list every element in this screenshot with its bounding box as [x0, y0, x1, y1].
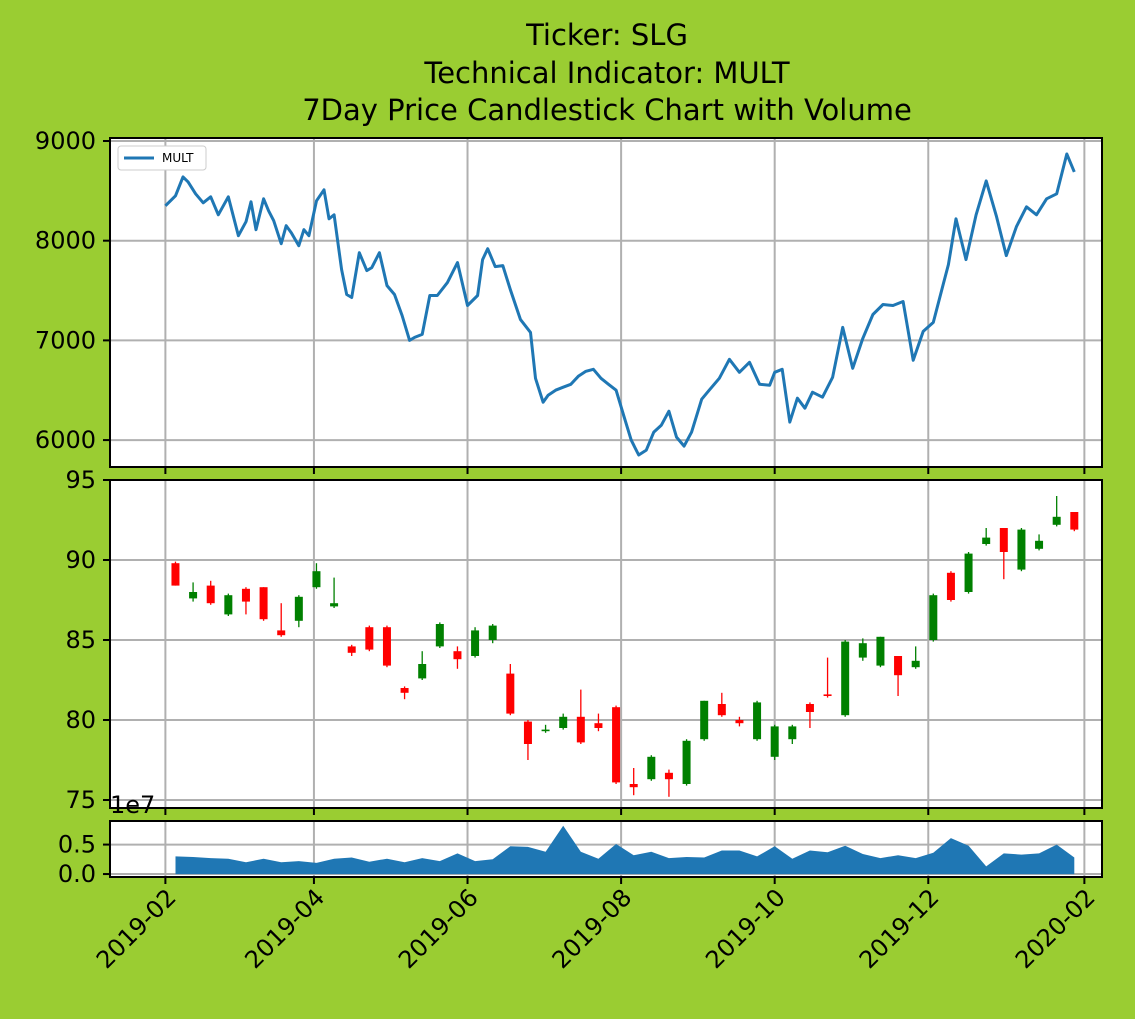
candlestick-frame	[109, 479, 1103, 809]
candle-body	[171, 563, 180, 586]
candle-body	[612, 707, 621, 783]
indicator-grid	[110, 138, 1102, 467]
chart-title: Ticker: SLG Technical Indicator: MULT 7D…	[302, 18, 912, 127]
y-tick-label: 0.0	[58, 860, 96, 888]
candle-body	[629, 784, 638, 788]
y-tick-label: 6000	[35, 426, 96, 454]
x-tick-label: 2019-12	[854, 883, 945, 974]
candle-body	[1035, 540, 1044, 549]
candle-body	[858, 643, 867, 658]
legend-label: MULT	[162, 151, 194, 165]
candle-body	[717, 704, 726, 716]
candle-body	[1070, 512, 1079, 530]
indicator-panel: 6000 7000 8000 9000 MULT	[35, 127, 1103, 468]
candle-body	[1052, 516, 1061, 525]
candle-body	[506, 673, 515, 714]
candle-body	[312, 571, 321, 588]
x-tick-label: 2019-10	[700, 883, 791, 974]
candle-body	[647, 756, 656, 780]
candle-body	[823, 694, 832, 696]
candle-body	[876, 636, 885, 666]
candle-body	[682, 740, 691, 784]
x-tick-label: 2019-02	[91, 883, 182, 974]
candle-body	[453, 651, 462, 660]
volume-offset-label: 1e7	[110, 791, 155, 819]
candle-body	[788, 726, 797, 740]
y-tick-label: 0.5	[58, 831, 96, 859]
candle-body	[982, 537, 991, 544]
candle-body	[770, 726, 779, 757]
candle-body	[189, 592, 198, 599]
chart-title-line-1: Ticker: SLG	[525, 18, 688, 52]
candle-body	[471, 630, 480, 656]
volume-series-area	[175, 825, 1075, 875]
legend-box	[117, 145, 207, 171]
y-tick-label: 80	[65, 706, 96, 734]
y-tick-label: 75	[65, 786, 96, 814]
candle-body	[700, 700, 709, 740]
indicator-y-ticks: 6000 7000 8000 9000	[35, 127, 110, 454]
candle-body	[929, 595, 938, 640]
candle-body	[894, 656, 903, 676]
indicator-series-line	[164, 152, 1076, 457]
candlestick-plot-area	[110, 480, 1102, 808]
candle-body	[330, 603, 339, 607]
volume-frame	[109, 820, 1103, 878]
candle-body	[241, 588, 250, 602]
candle-body	[382, 627, 391, 666]
candle-body	[1017, 529, 1026, 570]
candle-body	[559, 716, 568, 728]
x-tick-label: 2019-06	[393, 883, 484, 974]
y-tick-label: 90	[65, 546, 96, 574]
candle-body	[206, 585, 215, 604]
candle-body	[435, 624, 444, 647]
y-tick-label: 95	[65, 466, 96, 494]
y-tick-label: 7000	[35, 326, 96, 354]
chart-title-line-3: 7Day Price Candlestick Chart with Volume	[302, 93, 912, 127]
y-tick-label: 8000	[35, 227, 96, 255]
x-tick-label: 2019-04	[239, 883, 330, 974]
y-tick-label: 9000	[35, 127, 96, 155]
candle-body	[594, 723, 603, 728]
candle-body	[753, 702, 762, 740]
candle-body	[541, 729, 550, 732]
candle-body	[946, 572, 955, 600]
indicator-frame	[109, 137, 1103, 468]
indicator-plot-area	[110, 138, 1102, 467]
y-tick-label: 85	[65, 626, 96, 654]
candle-body	[964, 553, 973, 592]
candle-body	[735, 720, 744, 724]
candlestick-series	[171, 496, 1079, 797]
x-tick-label: 2020-02	[1010, 883, 1101, 974]
candlestick-panel: 75 80 85 90 95	[65, 466, 1103, 814]
candle-body	[224, 595, 233, 615]
chart-title-line-2: Technical Indicator: MULT	[423, 56, 789, 90]
candlestick-y-ticks: 75 80 85 90 95	[65, 466, 110, 814]
x-tick-label: 2019-08	[547, 883, 638, 974]
candle-body	[576, 716, 585, 743]
candle-body	[365, 627, 374, 650]
candle-body	[911, 660, 920, 668]
candle-body	[664, 772, 673, 780]
candle-body	[277, 630, 286, 636]
indicator-legend: MULT	[117, 145, 207, 171]
volume-y-ticks: 0.00.5	[58, 831, 110, 888]
candle-body	[294, 596, 303, 621]
candle-body	[523, 721, 532, 744]
candle-body	[999, 528, 1008, 552]
volume-panel: 0.00.5 1e7	[58, 791, 1103, 888]
candle-body	[418, 664, 427, 679]
candle-body	[347, 646, 356, 653]
candle-body	[805, 704, 814, 712]
candle-body	[400, 688, 409, 693]
candle-body	[841, 641, 850, 716]
candle-body	[488, 625, 497, 640]
candle-body	[259, 587, 268, 620]
